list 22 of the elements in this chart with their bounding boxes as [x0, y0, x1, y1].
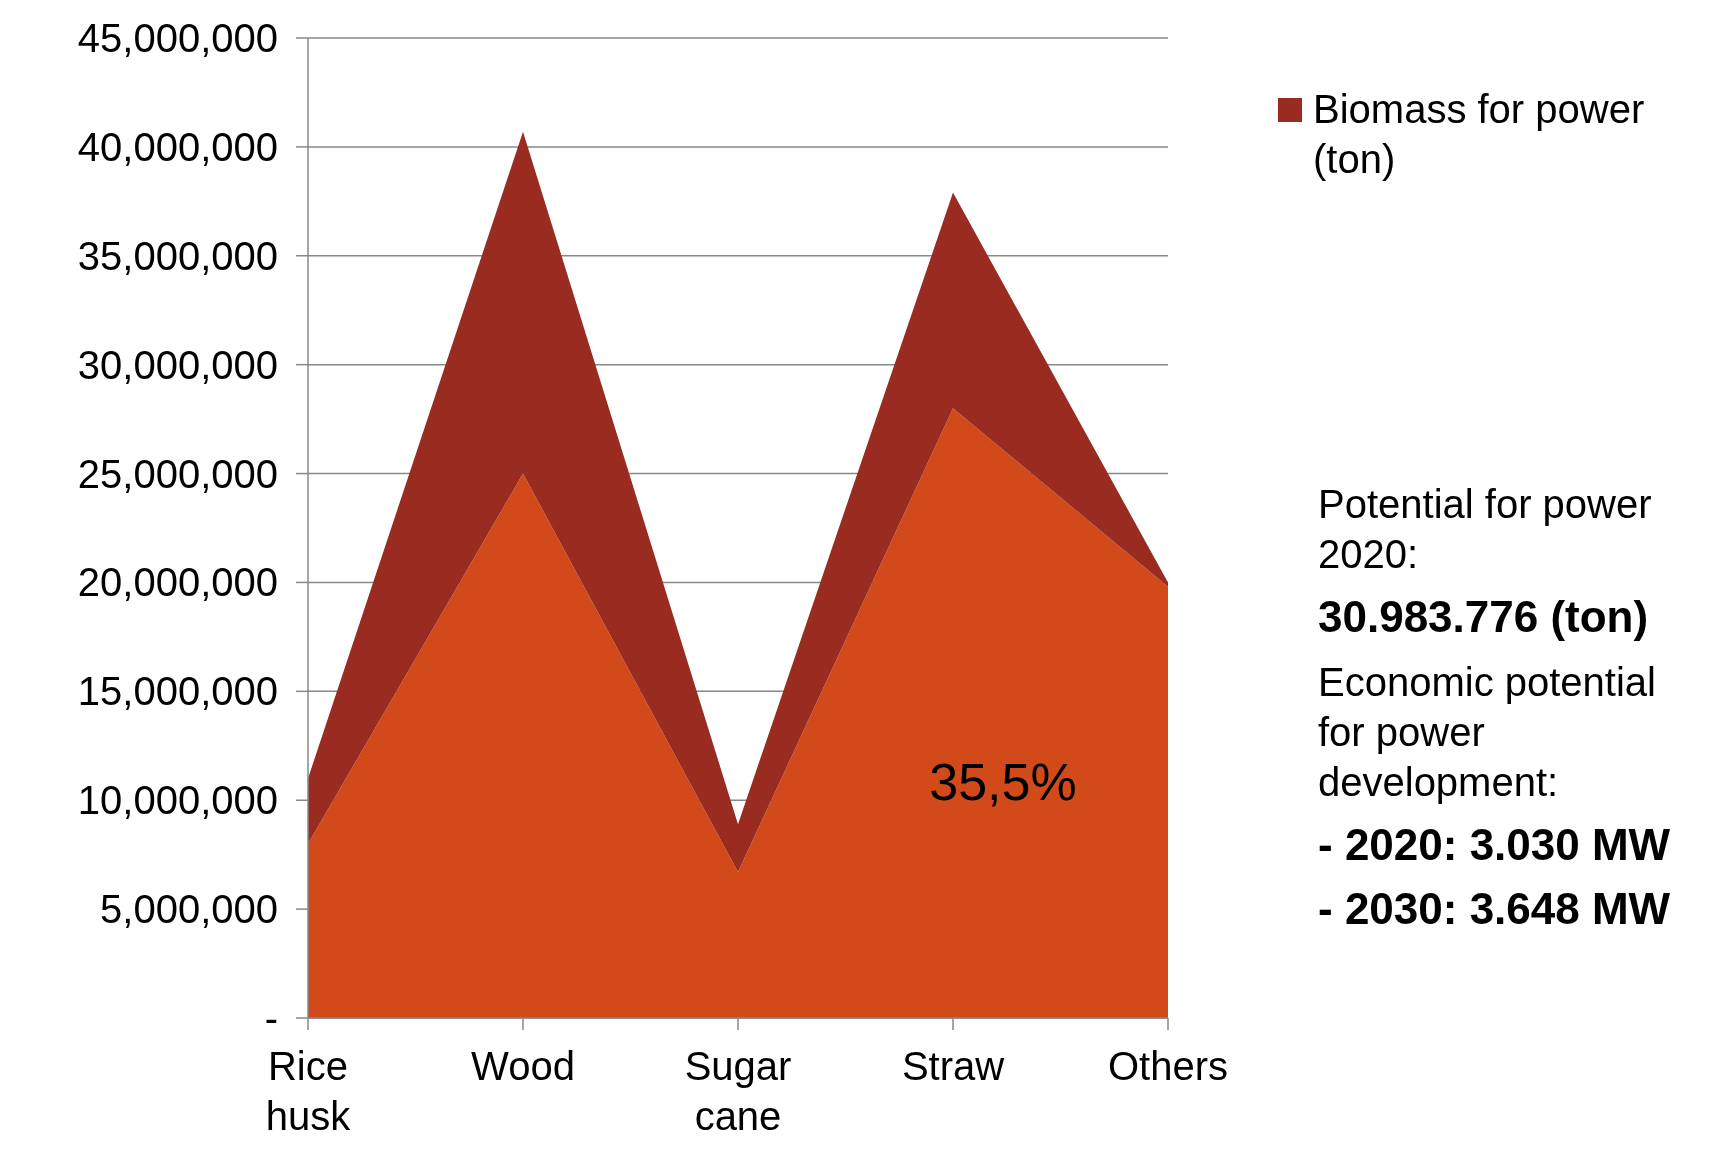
y-tick-label: 35,000,000: [77, 233, 278, 278]
y-tick-label: 25,000,000: [77, 451, 278, 496]
y-tick-label: 5,000,000: [100, 887, 278, 932]
text: - 2020: 3.030 MW: [1318, 820, 1671, 869]
text: - 2030: 3.648 MW: [1318, 884, 1671, 933]
text: Potential for power 2020:: [1318, 482, 1652, 576]
text: 30.983.776 (ton): [1318, 592, 1649, 641]
y-tick-label: 20,000,000: [77, 560, 278, 605]
x-tick-label: Wood: [471, 1044, 575, 1088]
annotation: 35,5%: [929, 753, 1077, 812]
x-tick-label: Others: [1107, 1044, 1229, 1088]
legend-label: Biomass for power (ton): [1313, 87, 1645, 181]
y-tick-label: 40,000,000: [77, 124, 278, 169]
y-tick-label: 15,000,000: [77, 669, 278, 714]
y-tick-label: -: [264, 996, 278, 1040]
x-tick-label: Rice husk: [265, 1044, 352, 1138]
y-tick-label: 30,000,000: [77, 342, 278, 387]
y-tick-label: 10,000,000: [77, 778, 278, 823]
y-tick-label: 45,000,000: [77, 16, 278, 60]
x-tick-label: Sugar cane: [684, 1044, 792, 1138]
text: Economic potential for power development:: [1318, 660, 1656, 804]
x-tick-label: Straw: [901, 1044, 1005, 1088]
